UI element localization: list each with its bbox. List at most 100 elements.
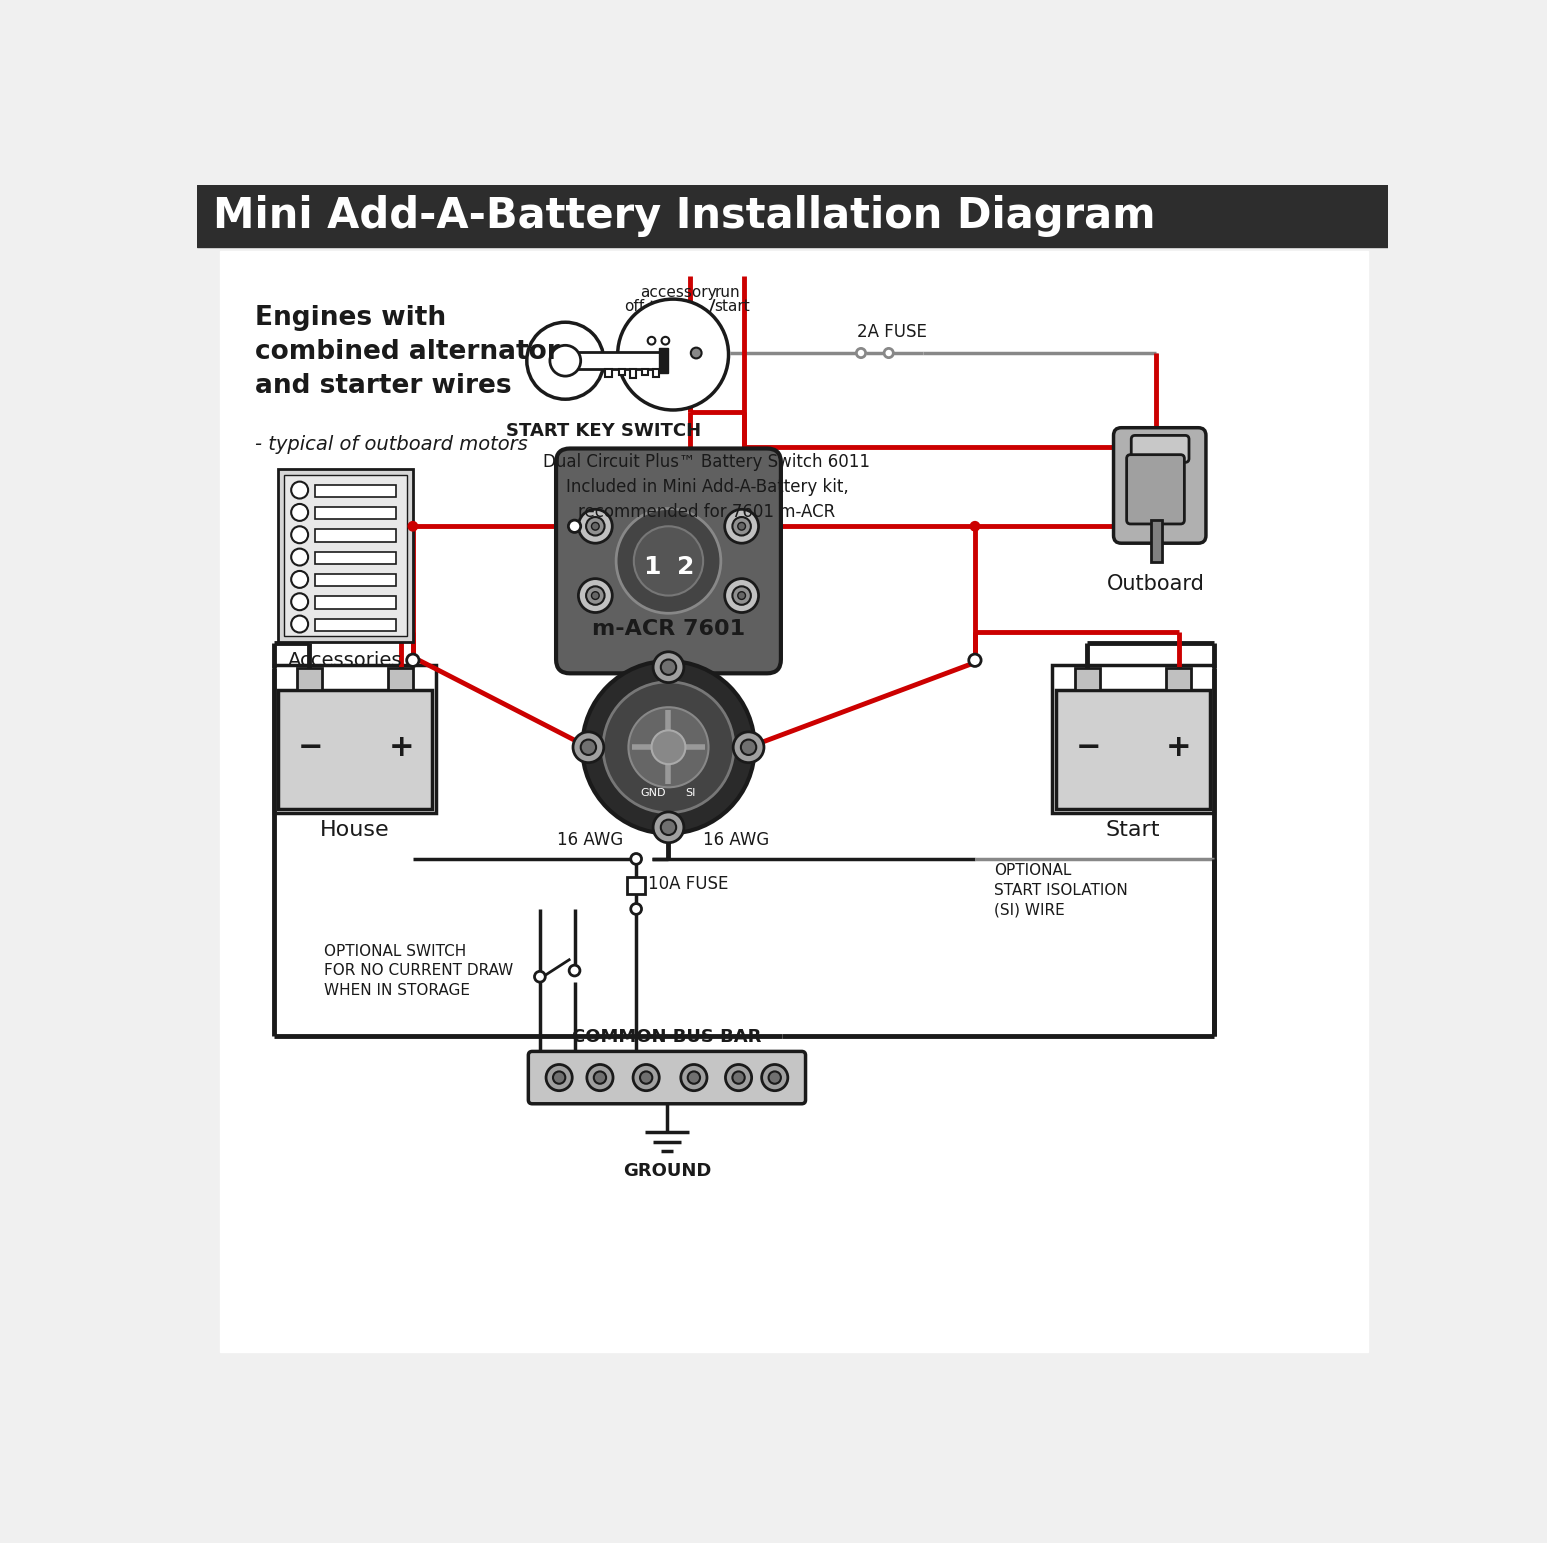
- Circle shape: [653, 812, 684, 842]
- Text: GROUND: GROUND: [623, 1162, 712, 1179]
- Bar: [316, 574, 396, 586]
- Text: OPTIONAL SWITCH
FOR NO CURRENT DRAW
WHEN IN STORAGE: OPTIONAL SWITCH FOR NO CURRENT DRAW WHEN…: [325, 944, 514, 998]
- Text: 2A FUSE: 2A FUSE: [857, 324, 927, 341]
- Bar: [316, 596, 396, 608]
- Bar: [285, 475, 407, 636]
- Bar: [316, 552, 396, 565]
- Bar: [565, 352, 662, 369]
- Circle shape: [769, 1071, 781, 1083]
- Circle shape: [291, 571, 308, 588]
- Bar: [630, 369, 636, 378]
- Circle shape: [692, 347, 702, 358]
- Bar: [1075, 668, 1100, 690]
- Circle shape: [738, 591, 746, 599]
- Circle shape: [738, 523, 746, 531]
- Text: Accessories: Accessories: [288, 651, 402, 670]
- Bar: [388, 668, 413, 690]
- Circle shape: [528, 322, 603, 400]
- Circle shape: [724, 579, 758, 613]
- Circle shape: [572, 731, 603, 762]
- Text: - typical of outboard motors: - typical of outboard motors: [255, 435, 528, 454]
- Text: SI: SI: [685, 788, 695, 798]
- Circle shape: [662, 336, 670, 344]
- Circle shape: [883, 349, 893, 358]
- Bar: [642, 369, 648, 375]
- Circle shape: [726, 1065, 752, 1091]
- Circle shape: [688, 1071, 701, 1083]
- Bar: [619, 369, 625, 375]
- Text: −: −: [1075, 733, 1101, 762]
- Circle shape: [857, 349, 866, 358]
- Circle shape: [586, 517, 605, 535]
- Bar: [1166, 668, 1191, 690]
- Bar: [297, 668, 322, 690]
- Text: off: off: [625, 299, 645, 315]
- Circle shape: [661, 659, 676, 674]
- Circle shape: [579, 509, 613, 543]
- Text: Mini Add-A-Battery Installation Diagram: Mini Add-A-Battery Installation Diagram: [212, 194, 1156, 238]
- Text: 1: 1: [644, 555, 661, 579]
- Bar: [1055, 690, 1210, 809]
- Bar: [198, 185, 1388, 247]
- Circle shape: [616, 509, 721, 613]
- Circle shape: [761, 1065, 787, 1091]
- Circle shape: [591, 523, 599, 531]
- Text: 2: 2: [676, 555, 695, 579]
- Circle shape: [291, 526, 308, 543]
- FancyBboxPatch shape: [1114, 427, 1207, 543]
- FancyBboxPatch shape: [1126, 455, 1185, 525]
- Circle shape: [732, 1071, 744, 1083]
- Circle shape: [741, 739, 756, 755]
- Bar: [653, 369, 659, 376]
- Circle shape: [681, 1065, 707, 1091]
- Circle shape: [651, 730, 685, 764]
- Text: 16 AWG: 16 AWG: [704, 830, 769, 849]
- Bar: [316, 619, 396, 631]
- Text: House: House: [320, 821, 390, 841]
- Circle shape: [586, 586, 605, 605]
- Bar: [316, 485, 396, 497]
- Text: 16 AWG: 16 AWG: [557, 830, 623, 849]
- Circle shape: [546, 1065, 572, 1091]
- FancyBboxPatch shape: [529, 1051, 806, 1103]
- Text: GND: GND: [640, 788, 665, 798]
- Circle shape: [580, 739, 596, 755]
- Circle shape: [653, 651, 684, 682]
- Bar: [278, 469, 413, 642]
- Circle shape: [633, 1065, 659, 1091]
- Text: run: run: [715, 285, 741, 301]
- Text: +: +: [1166, 733, 1191, 762]
- Bar: [627, 876, 645, 893]
- Circle shape: [291, 593, 308, 609]
- Text: +: +: [388, 733, 415, 762]
- Circle shape: [648, 336, 656, 344]
- Bar: [316, 508, 396, 520]
- Text: accessory: accessory: [640, 285, 716, 301]
- Text: Dual Circuit Plus™ Battery Switch 6011
Included in Mini Add-A-Battery kit,
recom: Dual Circuit Plus™ Battery Switch 6011 I…: [543, 454, 871, 522]
- Text: START KEY SWITCH: START KEY SWITCH: [506, 423, 701, 440]
- Circle shape: [291, 549, 308, 566]
- Bar: [1151, 520, 1162, 563]
- Circle shape: [631, 904, 642, 915]
- Circle shape: [594, 1071, 606, 1083]
- Text: Start: Start: [1106, 821, 1160, 841]
- Text: −: −: [297, 733, 323, 762]
- Circle shape: [968, 654, 981, 667]
- Bar: [316, 529, 396, 542]
- Circle shape: [586, 1065, 613, 1091]
- Circle shape: [291, 505, 308, 522]
- Text: Outboard: Outboard: [1108, 574, 1205, 594]
- FancyBboxPatch shape: [555, 449, 781, 673]
- Text: OPTIONAL
START ISOLATION
(SI) WIRE: OPTIONAL START ISOLATION (SI) WIRE: [995, 863, 1128, 918]
- Circle shape: [603, 682, 733, 813]
- Text: COMMON BUS BAR: COMMON BUS BAR: [572, 1028, 761, 1046]
- Circle shape: [549, 346, 580, 376]
- Circle shape: [732, 517, 750, 535]
- Circle shape: [970, 522, 981, 532]
- Circle shape: [617, 299, 729, 410]
- Text: m-ACR 7601: m-ACR 7601: [593, 619, 746, 639]
- Bar: [278, 690, 432, 809]
- Circle shape: [407, 522, 418, 532]
- Circle shape: [732, 586, 750, 605]
- Bar: [659, 349, 668, 373]
